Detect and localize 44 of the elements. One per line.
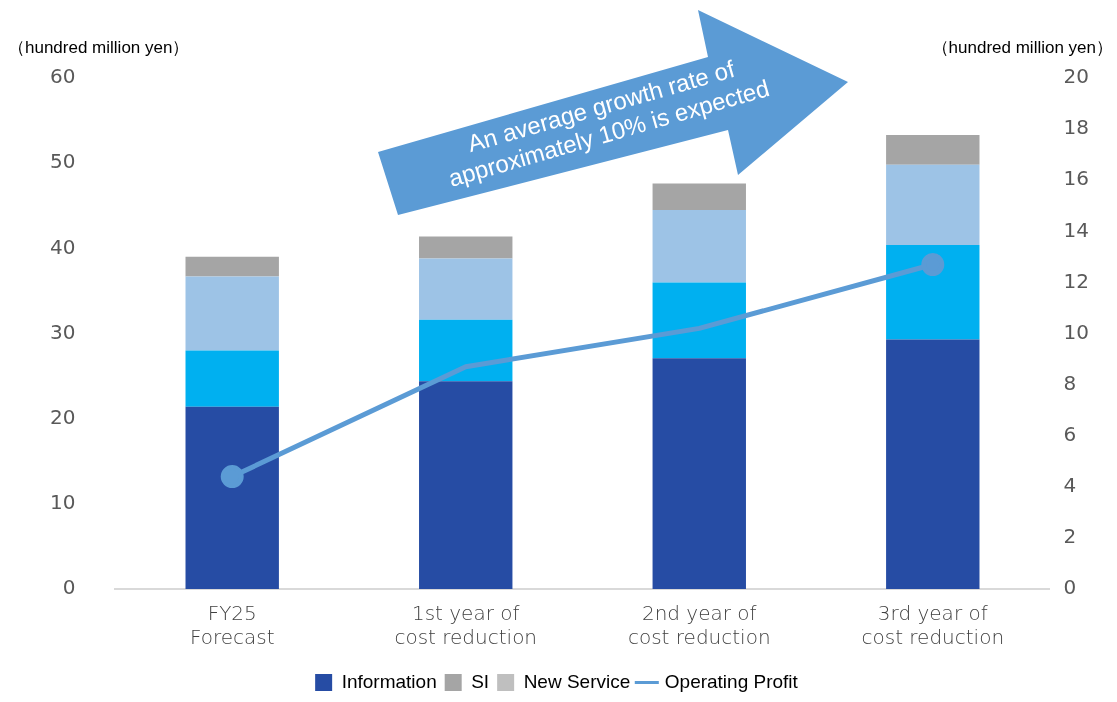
legend-label: Information	[341, 670, 437, 692]
y2-tick-label: 10	[1063, 319, 1089, 344]
y2-tick-label: 12	[1063, 268, 1089, 293]
bar	[886, 135, 980, 165]
x-tick-label: 2nd year of cost reduction	[627, 601, 771, 650]
y2-tick-label: 4	[1063, 473, 1077, 497]
legend-label: SI	[471, 670, 490, 692]
legend-label: New Service	[523, 670, 631, 692]
legend-label: Operating Profit	[664, 670, 799, 692]
bar	[185, 406, 279, 589]
y-tick-label: 60	[50, 64, 76, 89]
y2-tick-label: 14	[1063, 217, 1089, 242]
y-tick-label: 50	[50, 149, 76, 174]
bar	[886, 244, 980, 340]
bar	[419, 319, 513, 382]
y-tick-label: 20	[50, 404, 76, 429]
y2-tick-label: 20	[1063, 64, 1089, 89]
y2-tick-label: 8	[1063, 370, 1077, 395]
bar	[419, 258, 513, 320]
y2-tick-label: 16	[1063, 166, 1089, 191]
bar	[886, 339, 980, 589]
bar	[652, 282, 746, 359]
y2-tick-label: 6	[1063, 421, 1077, 446]
x-tick-label: 1st year of cost reduction	[394, 601, 538, 650]
y2-tick-label: 2	[1063, 524, 1077, 549]
bar	[652, 358, 746, 589]
y-axis-title: （hundred million yen）	[8, 37, 190, 59]
y-tick-label: 40	[50, 234, 76, 259]
x-tick-label: 3rd year of cost reduction	[861, 601, 1005, 650]
y2-tick-label: 18	[1063, 115, 1089, 140]
bar	[419, 236, 513, 259]
bar	[652, 183, 746, 211]
bar	[419, 381, 513, 589]
y-tick-label: 10	[50, 490, 76, 515]
bar	[185, 276, 279, 351]
bar	[886, 164, 980, 245]
x-tick-label: FY25 Forecast	[189, 601, 275, 650]
y-tick-label: 30	[50, 319, 76, 344]
bar	[185, 256, 279, 277]
bar	[185, 350, 279, 407]
y-tick-label: 0	[62, 575, 76, 600]
y2-tick-label: 0	[1063, 575, 1077, 600]
bar	[652, 210, 746, 283]
y2-axis-title: （hundred million yen）	[931, 37, 1113, 59]
